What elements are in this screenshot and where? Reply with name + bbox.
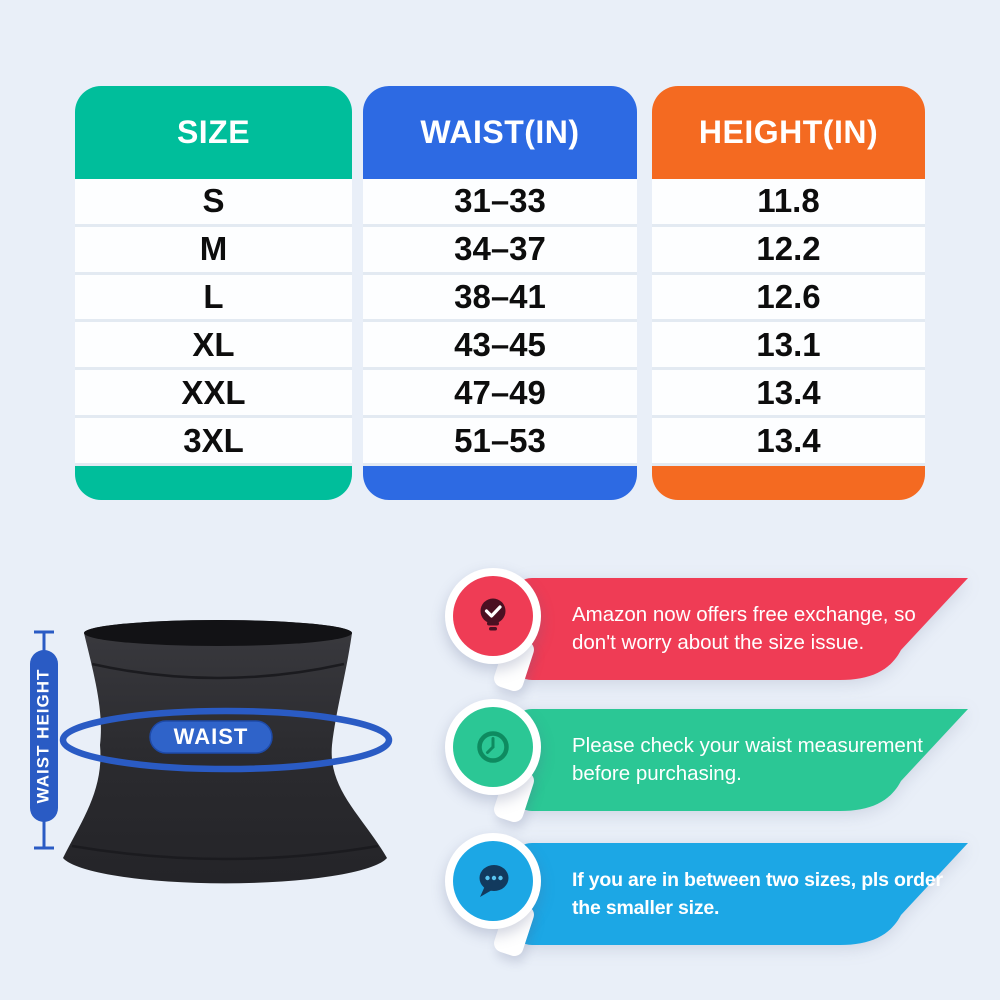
waist-cell: 47–49 <box>363 370 637 419</box>
waist-cell: 51–53 <box>363 418 637 466</box>
height-column-header: HEIGHT(IN) <box>652 86 925 179</box>
height-cell: 13.4 <box>652 370 925 419</box>
waist-cell: 43–45 <box>363 322 637 371</box>
waist-label-pill: WAIST <box>149 720 273 754</box>
height-cell: 11.8 <box>652 179 925 227</box>
bottom-seam-line <box>71 844 379 861</box>
height-cell: 13.1 <box>652 322 925 371</box>
callout-between-sizes: If you are in between two sizes, pls ord… <box>445 833 968 983</box>
waist-measure-ring <box>59 707 393 773</box>
height-column-footer-bar <box>652 465 925 500</box>
chat-dots-icon <box>453 841 533 921</box>
callout-text: If you are in between two sizes, pls ord… <box>572 869 943 919</box>
size-table-column-height: HEIGHT(IN) 11.8 12.2 12.6 13.1 13.4 13.4 <box>652 86 925 500</box>
waist-column-header: WAIST(IN) <box>363 86 637 179</box>
callout-banner-shape <box>518 843 968 945</box>
waist-height-label: WAIST HEIGHT <box>33 669 52 804</box>
waist-cell: 34–37 <box>363 226 637 275</box>
callout-icon-ring <box>445 833 541 929</box>
measure-line <box>34 630 54 850</box>
size-cell: 3XL <box>75 418 352 466</box>
callout-banner-shape <box>518 578 968 680</box>
top-seam-line <box>91 662 345 680</box>
callout-check-measurement: Please check your waist measurement befo… <box>445 699 968 849</box>
callout-free-exchange: Amazon now offers free exchange, so don'… <box>445 568 968 718</box>
waist-height-pill <box>30 650 58 822</box>
size-cell: S <box>75 179 352 227</box>
size-cell: M <box>75 226 352 275</box>
size-cell: XXL <box>75 370 352 419</box>
callout-banner-shape <box>518 709 968 811</box>
height-cell: 13.4 <box>652 418 925 466</box>
height-cell: 12.2 <box>652 226 925 275</box>
size-cell: XL <box>75 322 352 371</box>
waist-cell: 38–41 <box>363 274 637 323</box>
lightbulb-check-icon <box>453 576 533 656</box>
garment-opening <box>84 620 352 646</box>
callout-icon-ring <box>445 699 541 795</box>
size-table-column-waist: WAIST(IN) 31–33 34–37 38–41 43–45 47–49 … <box>363 86 637 500</box>
height-cell: 12.6 <box>652 274 925 323</box>
size-cell: L <box>75 274 352 323</box>
waist-height-measure: WAIST HEIGHT <box>30 630 58 850</box>
waist-trainer-illustration: WAIST HEIGHT WAIST <box>30 620 393 884</box>
size-column-header: SIZE <box>75 86 352 179</box>
waist-trainer-diagram: WAIST HEIGHT WAIST <box>10 600 440 900</box>
callout-text: Please check your waist measurement befo… <box>572 734 923 785</box>
waist-column-footer-bar <box>363 465 637 500</box>
clock-icon <box>453 707 533 787</box>
waist-cell: 31–33 <box>363 179 637 227</box>
callout-icon-ring <box>445 568 541 664</box>
callout-text: Amazon now offers free exchange, so don'… <box>572 603 916 654</box>
size-column-footer-bar <box>75 465 352 500</box>
waist-label: WAIST <box>174 724 249 749</box>
size-table-column-size: SIZE S M L XL XXL 3XL <box>75 86 352 500</box>
